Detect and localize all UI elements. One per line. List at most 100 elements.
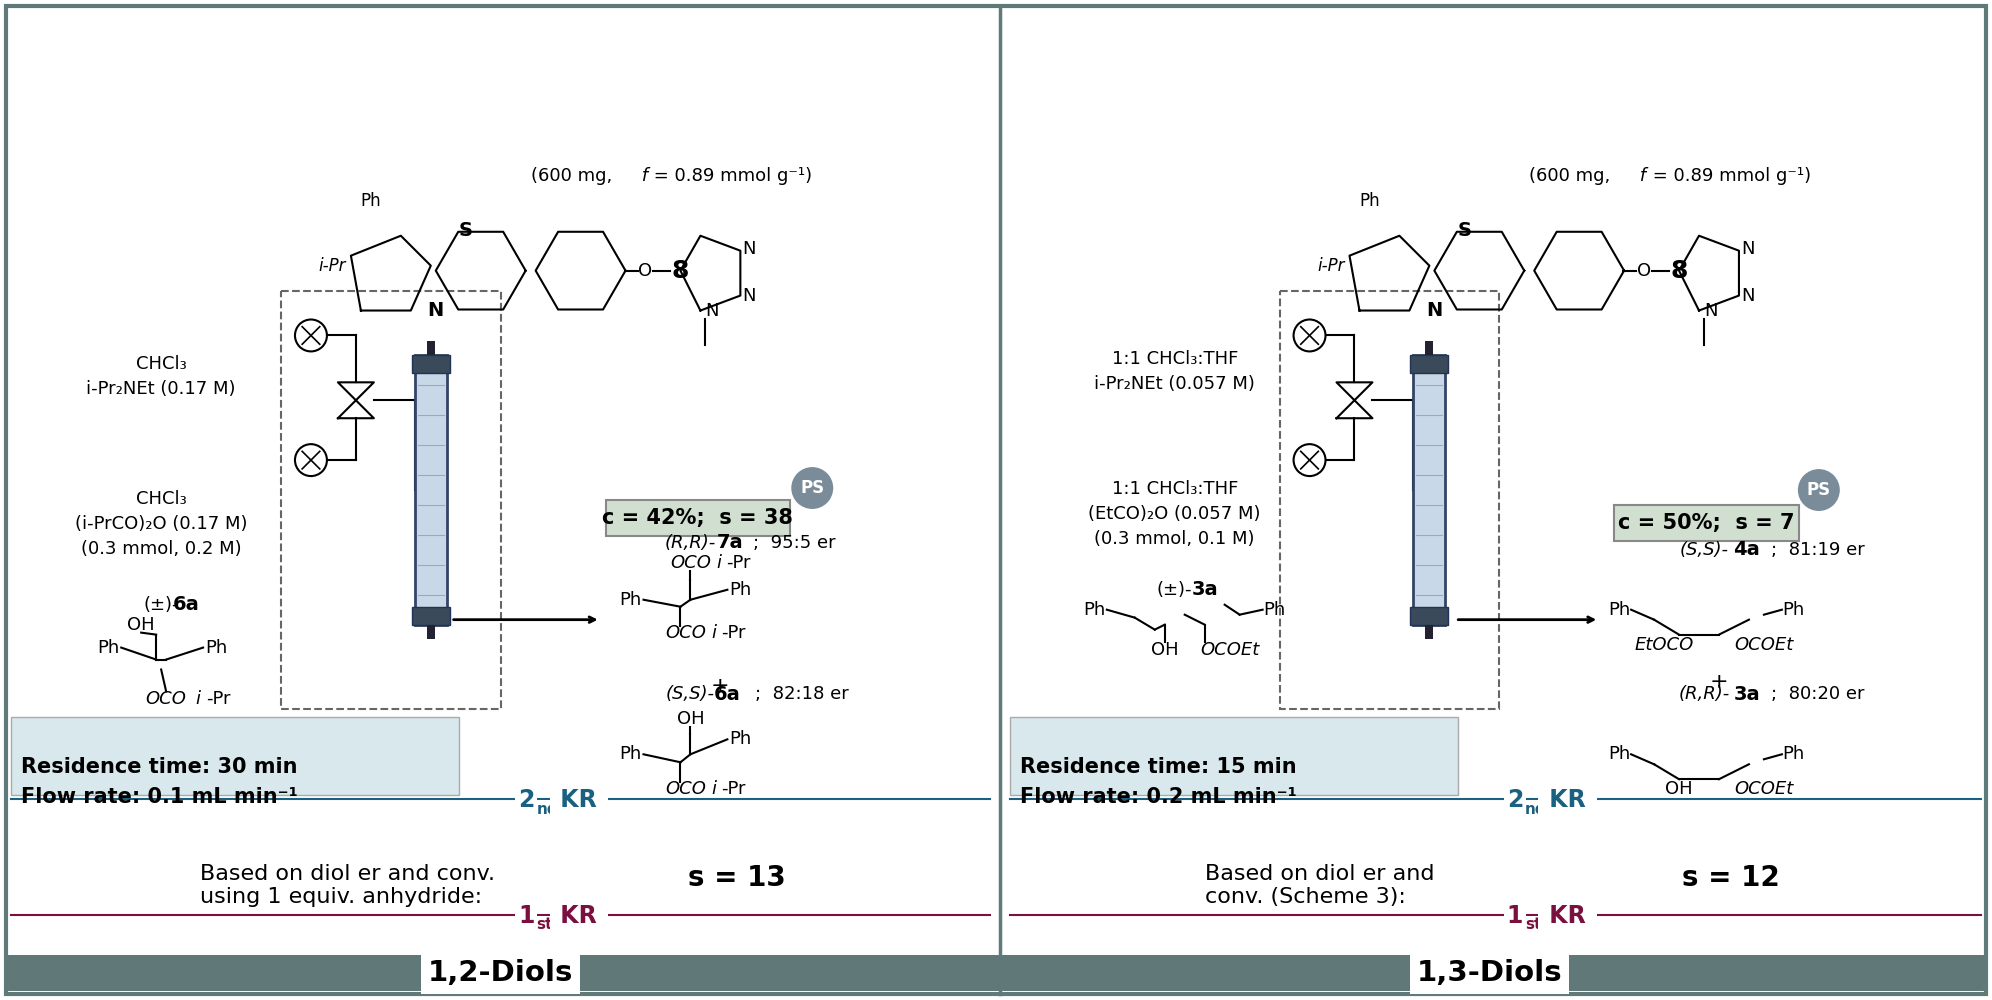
Bar	[1000, 955, 1986, 991]
Text: N: N	[1426, 301, 1442, 320]
Text: 2: 2	[1506, 788, 1524, 812]
Text: f: f	[635, 167, 647, 185]
Text: (600 mg,: (600 mg,	[530, 167, 612, 185]
Text: 7a: 7a	[717, 533, 743, 552]
Text: 8: 8	[671, 259, 689, 283]
Text: (EtCO)₂O (0.057 M): (EtCO)₂O (0.057 M)	[1088, 505, 1261, 523]
Text: +: +	[711, 676, 729, 696]
Bar	[1410, 355, 1448, 373]
Text: 1: 1	[518, 904, 534, 928]
Text: Ph: Ph	[1608, 745, 1629, 763]
Text: Flow rate: 0.1 mL min⁻¹: Flow rate: 0.1 mL min⁻¹	[22, 787, 299, 807]
Bar	[412, 355, 450, 373]
Text: s = 13: s = 13	[687, 864, 785, 892]
Bar	[1614, 505, 1799, 541]
Text: nd: nd	[536, 802, 558, 817]
Text: i-Pr: i-Pr	[319, 257, 347, 275]
Text: S: S	[458, 221, 472, 240]
Text: Ph: Ph	[620, 591, 641, 609]
Text: EtOCO: EtOCO	[1633, 636, 1693, 654]
Text: OCO: OCO	[669, 554, 711, 572]
Text: OH: OH	[1665, 780, 1693, 798]
Bar	[412, 607, 450, 625]
Text: Residence time: 15 min: Residence time: 15 min	[1020, 757, 1297, 777]
Text: i: i	[715, 554, 721, 572]
Text: 3a: 3a	[1191, 580, 1217, 599]
Text: OCO: OCO	[665, 780, 705, 798]
Text: -Pr: -Pr	[721, 780, 745, 798]
Text: (S,S)-: (S,S)-	[1679, 541, 1729, 559]
Text: 1:1 CHCl₃:THF: 1:1 CHCl₃:THF	[1112, 480, 1237, 498]
Bar	[414, 355, 446, 625]
Text: i: i	[195, 690, 201, 708]
Text: Based on diol er and conv.
using 1 equiv. anhydride:: Based on diol er and conv. using 1 equiv…	[201, 864, 496, 907]
Text: -Pr: -Pr	[721, 624, 745, 642]
Text: OCO: OCO	[145, 690, 187, 708]
Text: PS: PS	[801, 479, 825, 497]
Text: st: st	[1526, 917, 1542, 932]
Text: OH: OH	[127, 616, 155, 634]
Text: Ph: Ph	[98, 639, 120, 657]
Text: N: N	[743, 240, 755, 258]
Text: 1,2-Diols: 1,2-Diols	[428, 959, 574, 987]
Bar	[6, 955, 1000, 991]
Text: OCOEt: OCOEt	[1735, 636, 1793, 654]
Circle shape	[1799, 469, 1841, 511]
Text: c = 50%;  s = 7: c = 50%; s = 7	[1618, 513, 1795, 533]
Text: CHCl₃: CHCl₃	[135, 490, 187, 508]
Text: O: O	[1637, 262, 1651, 280]
Text: OCOEt: OCOEt	[1735, 780, 1793, 798]
Text: nd: nd	[1526, 802, 1546, 817]
Text: f: f	[1633, 167, 1645, 185]
Text: O: O	[637, 262, 653, 280]
Text: N: N	[1741, 287, 1755, 305]
Text: +: +	[1709, 672, 1729, 692]
Text: c = 42%;  s = 38: c = 42%; s = 38	[602, 508, 793, 528]
Text: N: N	[705, 302, 719, 320]
Text: N: N	[428, 301, 444, 320]
Text: KR: KR	[552, 788, 606, 812]
Text: ;  95:5 er: ; 95:5 er	[753, 534, 837, 552]
Text: S: S	[1458, 221, 1472, 240]
Text: Ph: Ph	[1608, 601, 1629, 619]
Text: s = 12: s = 12	[1683, 864, 1781, 892]
Bar	[426, 625, 434, 639]
Text: Residence time: 30 min: Residence time: 30 min	[22, 757, 299, 777]
Text: (0.3 mmol, 0.2 M): (0.3 mmol, 0.2 M)	[82, 540, 241, 558]
Bar	[281, 291, 500, 709]
Text: (R,R)-: (R,R)-	[665, 534, 715, 552]
Bar	[1410, 607, 1448, 625]
Text: -Pr: -Pr	[727, 554, 751, 572]
Bar	[1414, 355, 1446, 625]
Text: ;  80:20 er: ; 80:20 er	[1771, 685, 1865, 703]
Bar	[1010, 717, 1458, 795]
Text: Ph: Ph	[361, 192, 380, 210]
Text: (±)-: (±)-	[1157, 581, 1193, 599]
Text: Ph: Ph	[1263, 601, 1285, 619]
Text: Ph: Ph	[729, 730, 751, 748]
Text: = 0.89 mmol g⁻¹): = 0.89 mmol g⁻¹)	[1647, 167, 1811, 185]
Text: 1,2-Diols: 1,2-Diols	[428, 959, 574, 987]
Text: Ph: Ph	[1084, 601, 1106, 619]
Text: OH: OH	[1151, 641, 1179, 659]
Text: OH: OH	[677, 710, 705, 728]
Text: KR: KR	[1542, 904, 1594, 928]
Text: st: st	[536, 917, 554, 932]
Text: KR: KR	[552, 904, 606, 928]
Text: OCOEt: OCOEt	[1199, 641, 1259, 659]
Text: N: N	[1703, 302, 1717, 320]
Text: Ph: Ph	[729, 581, 751, 599]
Text: 1: 1	[1506, 904, 1524, 928]
Text: ;  81:19 er: ; 81:19 er	[1771, 541, 1865, 559]
Bar	[1426, 625, 1434, 639]
Text: 6a: 6a	[173, 595, 199, 614]
Text: Ph: Ph	[1359, 192, 1380, 210]
Text: Ph: Ph	[1783, 601, 1805, 619]
Text: (600 mg,: (600 mg,	[1530, 167, 1610, 185]
Bar	[426, 341, 434, 355]
Text: 3a: 3a	[1733, 685, 1761, 704]
Text: 6a: 6a	[713, 685, 741, 704]
Bar	[1426, 341, 1434, 355]
Text: 1,3-Diols: 1,3-Diols	[1416, 959, 1562, 987]
Text: Based on diol er and
conv. (Scheme 3):: Based on diol er and conv. (Scheme 3):	[1205, 864, 1434, 907]
